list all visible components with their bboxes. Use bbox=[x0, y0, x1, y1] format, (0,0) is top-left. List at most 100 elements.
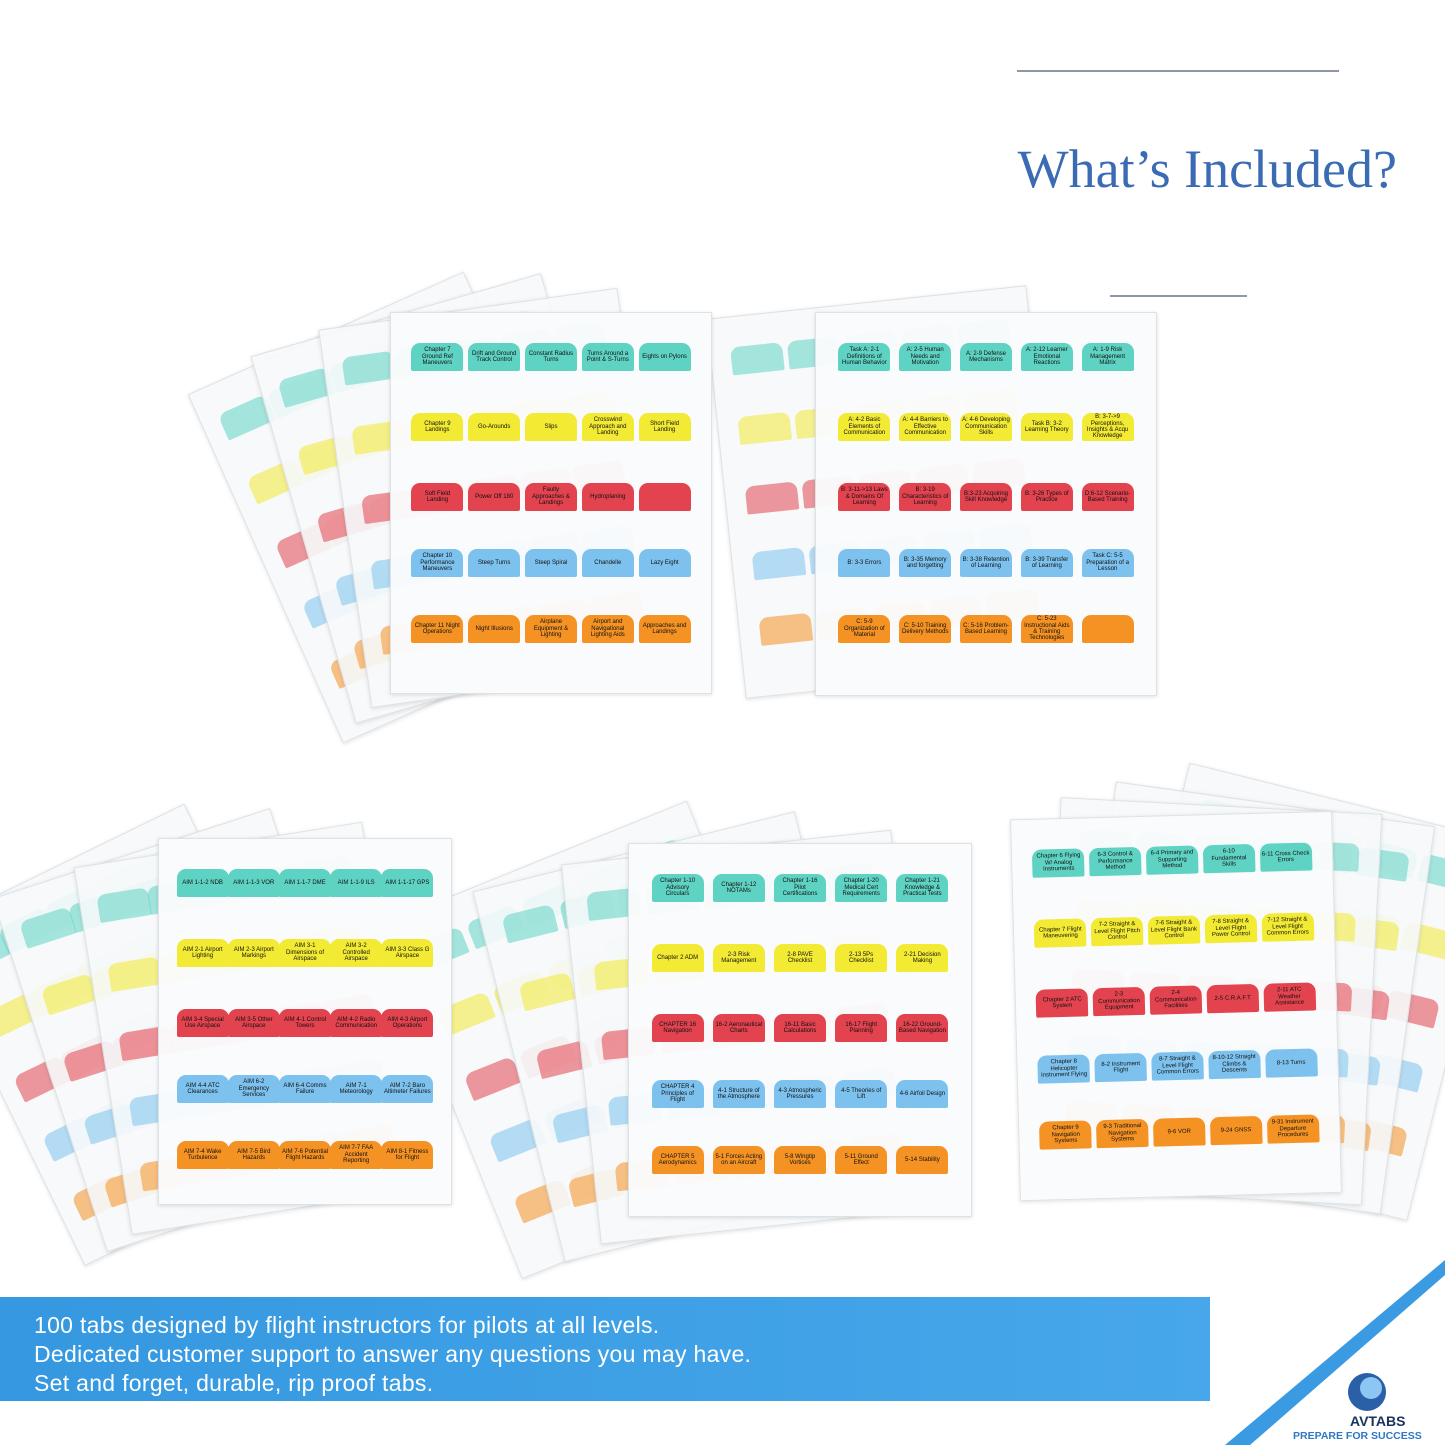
tab: Eights on Pylons bbox=[638, 343, 691, 371]
tab: 2-5 C.R.A.F.T bbox=[1206, 983, 1259, 1014]
tab-sheet: Chapter 1-10 Advisory Circulars Chapter 1… bbox=[628, 843, 972, 1217]
tab: AIM 7-7 FAA Accident Reporting bbox=[330, 1141, 383, 1169]
tab: Steep Turns bbox=[468, 549, 521, 577]
tab: Faulty Approaches & Landings bbox=[525, 483, 577, 511]
tab: Approaches and Landings bbox=[638, 615, 691, 643]
tab: Steep Spiral bbox=[525, 549, 577, 577]
tab: AIM 7-2 Baro Altimeter Failures bbox=[381, 1075, 434, 1103]
tab: AIM 3-5 Other Airspace bbox=[227, 1009, 280, 1037]
tab: Chapter 9 Landings bbox=[411, 413, 464, 441]
tab: A: 1-9 Risk Management Matrix bbox=[1081, 343, 1134, 371]
tab: AIM 1-1-3 VOR bbox=[227, 869, 280, 897]
tab: AIM 3-4 Special Use Airspace bbox=[176, 1009, 229, 1037]
banner-line: Dedicated customer support to answer any… bbox=[34, 1341, 752, 1367]
tab: Chapter 10 Performance Maneuvers bbox=[411, 549, 464, 577]
banner-line: Set and forget, durable, rip proof tabs. bbox=[34, 1370, 434, 1396]
tab-sheet: AIM 1-1-2 NDB AIM 1-1-3 VOR AIM 1-1-7 DME A… bbox=[158, 838, 452, 1205]
tab: AIM 6-4 Comms Failure bbox=[279, 1075, 331, 1103]
logo-tagline: PREPARE FOR SUCCESS bbox=[1293, 1430, 1422, 1442]
tab: 5-1 Forces Acting on an Aircraft bbox=[712, 1146, 765, 1174]
banner: 100 tabs designed by flight instructors … bbox=[0, 1297, 1210, 1401]
tab: A: 2-12 Learner Emotional Reactions bbox=[1020, 343, 1073, 371]
tab: AIM 7-5 Bird Hazards bbox=[227, 1141, 280, 1169]
tab: 9-31 Instrument Departure Procedures bbox=[1266, 1114, 1320, 1144]
tab: 4-1 Structure of the Atmosphere bbox=[712, 1080, 765, 1108]
tab: AIM 2-1 Airport Lighting bbox=[176, 939, 229, 967]
tab: CHAPTER 4 Principles of Flight bbox=[651, 1080, 704, 1108]
tab: B: 3-11->13 Laws & Domains Of Learning bbox=[838, 483, 891, 511]
tab: 4-6 Airfoil Design bbox=[896, 1080, 949, 1108]
tab: C: 5-9 Organization of Material bbox=[838, 615, 891, 643]
tab: 9-6 VOR bbox=[1152, 1117, 1206, 1147]
tab: A: 2-9 Defense Mechanisms bbox=[960, 343, 1012, 371]
tab: 2-21 Decision Making bbox=[896, 944, 949, 972]
tab: AIM 1-1-9 ILS bbox=[330, 869, 383, 897]
tab: AIM 4-3 Airport Operations bbox=[381, 1009, 434, 1037]
tab bbox=[751, 546, 807, 581]
tab: 6-11 Cross Check Errors bbox=[1259, 842, 1313, 872]
banner-line: 100 tabs designed by flight instructors … bbox=[34, 1312, 660, 1338]
tab: B: 3-38 Retention of Learning bbox=[960, 549, 1012, 577]
tab: Chapter 7 Flight Maneuvering bbox=[1034, 918, 1087, 948]
tab bbox=[463, 1055, 523, 1102]
tab: Airplane Equipment & Lighting bbox=[525, 615, 577, 643]
tab: Chandelle bbox=[581, 549, 634, 577]
tab: Chapter 1-21 Knowledge & Practical Tests bbox=[896, 874, 949, 902]
tab: AIM 7-4 Wake Turbulence bbox=[176, 1141, 229, 1169]
tab: 8-7 Straight & Level Flight Common Error… bbox=[1151, 1051, 1204, 1081]
tab: B: 3-26 Types of Practice bbox=[1020, 483, 1073, 511]
tab: Chapter 11 Night Operations bbox=[411, 615, 464, 643]
tab: AIM 1-1-2 NDB bbox=[176, 869, 229, 897]
tab: AIM 4-4 ATC Clearances bbox=[176, 1075, 229, 1103]
tab bbox=[1081, 615, 1134, 643]
logo-icon-inner bbox=[1360, 1377, 1382, 1399]
tab bbox=[758, 612, 814, 646]
tab: 7-6 Straight & Level Flight Bank Control bbox=[1147, 915, 1201, 945]
tab: 9-3 Traditional Navigation Systems bbox=[1096, 1118, 1149, 1149]
tab: AIM 6-2 Emergency Services bbox=[227, 1075, 280, 1103]
tab: Soft Field Landing bbox=[411, 483, 464, 511]
tab: 6-10 Fundamental Skills bbox=[1202, 843, 1256, 874]
tab: B: 3-35 Memory and forgetting bbox=[899, 549, 952, 577]
tab: AIM 7-1 Meteorology bbox=[330, 1075, 383, 1103]
tab: 5-8 Wingtip Vortices bbox=[774, 1146, 826, 1174]
tab: C: 5-10 Training Delivery Methods bbox=[899, 615, 952, 643]
tab bbox=[518, 971, 576, 1012]
tab: AIM 3-1 Dimensions of Airspace bbox=[279, 939, 331, 967]
divider bbox=[1017, 70, 1339, 72]
tab: D:6-12 Scenario-Based Training bbox=[1081, 483, 1134, 511]
tab: Turns Around a Point & S-Turns bbox=[581, 343, 634, 371]
divider bbox=[1110, 295, 1247, 297]
tab: 6-4 Primary and Supporting Method bbox=[1145, 845, 1199, 875]
tab: 16-11 Basic Calculations bbox=[774, 1014, 826, 1042]
tab: 8-10-12 Straight Climbs & Descents bbox=[1207, 1049, 1261, 1080]
tab: CHAPTER 16 Navigation bbox=[651, 1014, 704, 1042]
tab: B: 3-3 Errors bbox=[838, 549, 891, 577]
tab: 2-3 Communication Equipment bbox=[1092, 986, 1146, 1017]
title: What’s Included? bbox=[1017, 139, 1397, 199]
tab: Hydroplaning bbox=[581, 483, 634, 511]
tab: C: 5-23 Instructional Aids & Training Te… bbox=[1020, 615, 1073, 643]
tab: B:3-23 Acquiring Skill Knowledge bbox=[960, 483, 1012, 511]
tab: Chapter 8 Helicopter Instrument Flying bbox=[1037, 1054, 1091, 1084]
tab: Chapter 2 ATC System bbox=[1035, 988, 1089, 1018]
tab: AIM 4-2 Radio Communication bbox=[330, 1009, 383, 1037]
tab: B: 3-39 Transfer of Learning bbox=[1020, 549, 1073, 577]
tab: Night Illusions bbox=[468, 615, 521, 643]
tab: Power Off 180 bbox=[468, 483, 521, 511]
tab: Drift and Ground Track Control bbox=[468, 343, 521, 371]
tab bbox=[501, 903, 559, 944]
tab: 7-2 Straight & Level Flight Pitch Contro… bbox=[1090, 916, 1144, 947]
tab: 7-8 Straight & Level Flight Power Contro… bbox=[1204, 913, 1258, 944]
tab: Task A: 2-1 Definitions of Human Behavio… bbox=[838, 343, 891, 371]
tab: Chapter 1-16 Pilot Certifications bbox=[774, 874, 826, 902]
tab: AIM 1-1-7 DME bbox=[279, 869, 331, 897]
tab: 7-12 Straight & Level Flight Common Erro… bbox=[1261, 912, 1314, 942]
tab-sheet: Task A: 2-1 Definitions of Human Behavio… bbox=[815, 312, 1157, 696]
tab: CHAPTER 5 Aerodynamics bbox=[651, 1146, 704, 1174]
tab: 2-8 PAVE Checklist bbox=[774, 944, 826, 972]
tab: AIM 7-6 Potential Flight Hazards bbox=[279, 1141, 331, 1169]
tab: 5-11 Ground Effect bbox=[835, 1146, 888, 1174]
